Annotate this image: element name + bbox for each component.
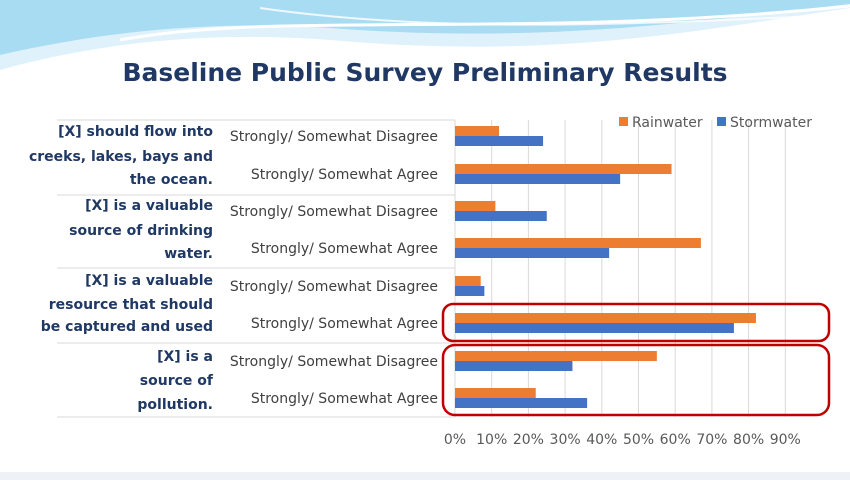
- category-label: Strongly/ Somewhat Disagree: [230, 354, 438, 370]
- stormwater-bar: [455, 248, 610, 258]
- category-label: Strongly/ Somewhat Agree: [251, 167, 438, 183]
- stormwater-bar: [455, 174, 621, 184]
- group-label: be captured and used: [41, 319, 213, 335]
- highlight-box: [441, 302, 831, 343]
- highlight-box: [441, 343, 831, 417]
- group-label: [X] is a valuable: [85, 273, 213, 289]
- stormwater-bar: [455, 136, 544, 146]
- x-tick-label: 70%: [696, 432, 727, 448]
- stormwater-bar: [455, 323, 734, 333]
- category-label: Strongly/ Somewhat Agree: [251, 316, 438, 332]
- category-label: Strongly/ Somewhat Disagree: [230, 129, 438, 145]
- group-label: water.: [164, 246, 213, 262]
- group-label: pollution.: [137, 397, 213, 413]
- group-label: resource that should: [49, 297, 213, 313]
- x-tick-label: 40%: [586, 432, 617, 448]
- x-tick-label: 80%: [733, 432, 764, 448]
- rainwater-bar: [455, 313, 756, 323]
- stormwater-bar: [455, 398, 588, 408]
- slide-title: Baseline Public Survey Preliminary Resul…: [122, 58, 728, 87]
- rainwater-bar: [455, 126, 500, 136]
- rainwater-bar: [455, 276, 481, 286]
- x-tick-label: 50%: [623, 432, 654, 448]
- x-tick-label: 30%: [550, 432, 581, 448]
- legend-label: Stormwater: [730, 115, 812, 131]
- group-label: source of: [140, 373, 214, 389]
- group-label: [X] should flow into: [58, 124, 213, 140]
- x-tick-label: 20%: [513, 432, 544, 448]
- group-label: [X] is a valuable: [85, 198, 213, 214]
- legend-swatch: [717, 117, 726, 126]
- x-tick-label: 10%: [476, 432, 507, 448]
- group-label: [X] is a: [157, 349, 213, 365]
- group-label: creeks, lakes, bays and: [29, 149, 213, 165]
- stormwater-bar: [455, 211, 547, 221]
- header-wave-decoration: [0, 0, 850, 70]
- group-label: source of drinking: [69, 223, 213, 239]
- legend-label: Rainwater: [632, 115, 703, 131]
- x-tick-label: 0%: [444, 432, 466, 448]
- rainwater-bar: [455, 388, 536, 398]
- stormwater-bar: [455, 286, 485, 296]
- x-tick-label: 60%: [660, 432, 691, 448]
- group-label: the ocean.: [130, 172, 213, 188]
- stormwater-bar: [455, 361, 573, 371]
- category-label: Strongly/ Somewhat Disagree: [230, 279, 438, 295]
- x-tick-label: 90%: [770, 432, 801, 448]
- category-label: Strongly/ Somewhat Agree: [251, 391, 438, 407]
- bottom-bar: [0, 472, 850, 480]
- rainwater-bar: [455, 164, 672, 174]
- rainwater-bar: [455, 201, 496, 211]
- category-label: Strongly/ Somewhat Disagree: [230, 204, 438, 220]
- rainwater-bar: [455, 351, 657, 361]
- legend-swatch: [619, 117, 628, 126]
- rainwater-bar: [455, 238, 701, 248]
- category-label: Strongly/ Somewhat Agree: [251, 241, 438, 257]
